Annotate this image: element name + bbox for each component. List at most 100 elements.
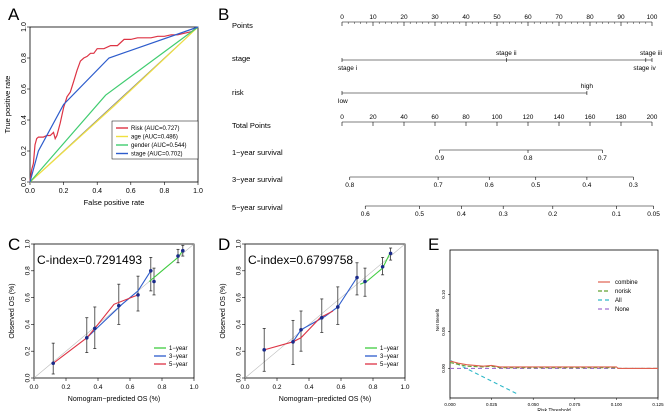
nomogram-axis-tick-label: 80: [462, 114, 470, 121]
roc-curve-gender: [29, 26, 199, 183]
nomogram-axis-tick-label: 90: [617, 14, 625, 21]
dca-legend-entry: None: [615, 307, 630, 313]
nomogram-survival-tick-label: 0.05: [647, 211, 660, 218]
cal-c-x-tick-label: 0.8: [157, 384, 166, 391]
cal-c-x-axis-label: Nomogram−predicted OS (%): [68, 396, 160, 403]
nomogram-axis-tick-label: 0: [340, 114, 344, 121]
roc-legend-entry: gender (AUC=0.544): [131, 143, 187, 149]
panel-label-b: B: [218, 5, 229, 24]
cal-d-y-tick-label: 0.8: [236, 266, 243, 275]
cal-d-y-tick-label: 0.4: [236, 320, 243, 329]
nomogram-survival-tick-label: 0.8: [523, 155, 532, 162]
nomogram-survival-tick-label: 0.4: [457, 211, 466, 218]
cal-d-x-tick-label: 0.2: [272, 384, 281, 391]
nomogram-survival-tick-label: 0.8: [345, 182, 354, 189]
dca-legend-entry: combine: [615, 280, 638, 286]
roc-legend-entry: age (AUC=0.486): [131, 135, 178, 141]
cal-d-x-tick-label: 0.8: [368, 384, 377, 391]
nomogram-level-stage-i: stage i: [338, 65, 357, 72]
cal-d-data-point: [320, 315, 324, 320]
roc-x-tick-label: 0.2: [59, 188, 69, 195]
roc-x-tick-label: 0.4: [92, 188, 102, 195]
cal-c-data-point: [85, 336, 89, 340]
cal-d-data-point: [262, 348, 267, 352]
cal-c-plot-frame: [33, 243, 195, 379]
cal-c-data-point: [181, 248, 185, 253]
cal-d-legend-entry: 1−year: [380, 346, 399, 352]
nomogram-level-stage-iv: stage iv: [633, 65, 656, 72]
cal-d-data-point: [388, 251, 393, 256]
cal-d-y-tick-label: 0.0: [236, 373, 243, 382]
dca-y-tick-label: 0.10: [441, 290, 446, 299]
nomogram-survival-tick-label: 0.7: [434, 182, 443, 189]
dca-y-tick-label: 0.05: [441, 327, 446, 336]
nomogram-level-stage-iii: stage iii: [640, 50, 662, 57]
cal-c-legend-entry: 3−year: [169, 354, 188, 360]
cal-c-data-point: [149, 269, 153, 273]
nomogram-axis-tick-label: 180: [616, 114, 627, 121]
roc-curve-risk: [29, 26, 199, 183]
dca-y-axis-label: Net Benefit: [435, 308, 440, 331]
roc-curve-age: [29, 26, 199, 183]
dca-x-tick-label: 0.025: [486, 402, 498, 407]
nomogram-axis-tick-label: 100: [647, 14, 658, 21]
nomogram-axis-tick-label: 60: [524, 14, 532, 21]
cal-c-x-tick-label: 0.2: [61, 384, 70, 391]
cal-d-ideal-line: [244, 243, 406, 379]
nomogram-survival-tick-label: 0.7: [598, 155, 607, 162]
nomogram-survival-tick-label: 0.4: [582, 182, 591, 189]
roc-curve-stage: [29, 26, 199, 183]
dca-x-tick-label: 0.075: [569, 402, 581, 407]
nomogram-survival-tick-label: 0.6: [361, 211, 370, 218]
cal-c-y-tick-label: 0.0: [25, 373, 32, 382]
dca-curve-all: [449, 359, 517, 395]
nomogram-axis-tick-label: 20: [400, 14, 408, 21]
cal-c-c-index: C-index=0.7291493: [37, 253, 142, 267]
panel-label-d: D: [218, 235, 230, 254]
nomogram-row-label: 5−year survival: [232, 203, 283, 212]
nomogram-axis-tick-label: 60: [431, 114, 439, 121]
roc-x-tick-label: 1.0: [193, 188, 203, 195]
roc-legend: [111, 120, 199, 160]
nomogram-survival-tick-label: 0.1: [612, 211, 621, 218]
nomogram-survival-tick-label: 0.2: [548, 211, 557, 218]
nomogram-survival-tick-label: 0.6: [485, 182, 494, 189]
nomogram-level-low: low: [338, 98, 348, 105]
nomogram-survival-tick-label: 0.3: [499, 211, 508, 218]
cal-c-x-tick-label: 0.0: [29, 384, 38, 391]
nomogram-level-high: high: [581, 83, 594, 90]
cal-c-x-tick-label: 0.4: [93, 384, 102, 391]
cal-d-y-tick-label: 0.2: [236, 346, 243, 355]
roc-y-tick-label: 0.6: [21, 84, 28, 94]
dca-plot-frame: [449, 249, 659, 399]
roc-plot-frame: [29, 26, 199, 183]
roc-y-tick-label: 0.8: [21, 53, 28, 63]
panel-label-a: A: [8, 5, 20, 24]
dca-x-axis-label: Risk Threshold: [537, 408, 570, 411]
cal-d-calibration-line-3yr: [292, 277, 358, 343]
roc-x-axis-label: False positive rate: [84, 198, 145, 207]
nomogram-level-stage-ii: stage ii: [496, 50, 517, 57]
cal-c-y-tick-label: 0.4: [25, 320, 32, 329]
dca-legend-entry: norisk: [615, 289, 632, 295]
roc-y-tick-label: 0.2: [21, 146, 28, 156]
cal-d-x-tick-label: 0.0: [240, 384, 249, 391]
cal-c-data-point: [136, 293, 140, 297]
roc-y-axis-label: True positive rate: [3, 76, 12, 134]
nomogram-axis-tick-label: 50: [493, 14, 501, 21]
cal-c-x-tick-label: 1.0: [189, 384, 198, 391]
dca-legend-entry: All: [615, 298, 622, 304]
cal-d-legend-entry: 5−year: [380, 362, 399, 368]
nomogram-row-label: Total Points: [232, 121, 271, 130]
nomogram-survival-tick-label: 0.9: [435, 155, 444, 162]
roc-x-tick-label: 0.6: [126, 188, 136, 195]
cal-c-y-tick-label: 1.0: [25, 239, 32, 248]
roc-x-tick-label: 0.8: [160, 188, 170, 195]
panel-label-e: E: [428, 235, 439, 254]
panel-label-c: C: [8, 235, 20, 254]
cal-d-x-tick-label: 0.6: [336, 384, 345, 391]
cal-c-calibration-line-3yr: [86, 270, 152, 339]
cal-c-legend-entry: 1−year: [169, 346, 188, 352]
cal-d-data-point: [291, 340, 295, 344]
nomogram-survival-tick-label: 0.5: [531, 182, 540, 189]
